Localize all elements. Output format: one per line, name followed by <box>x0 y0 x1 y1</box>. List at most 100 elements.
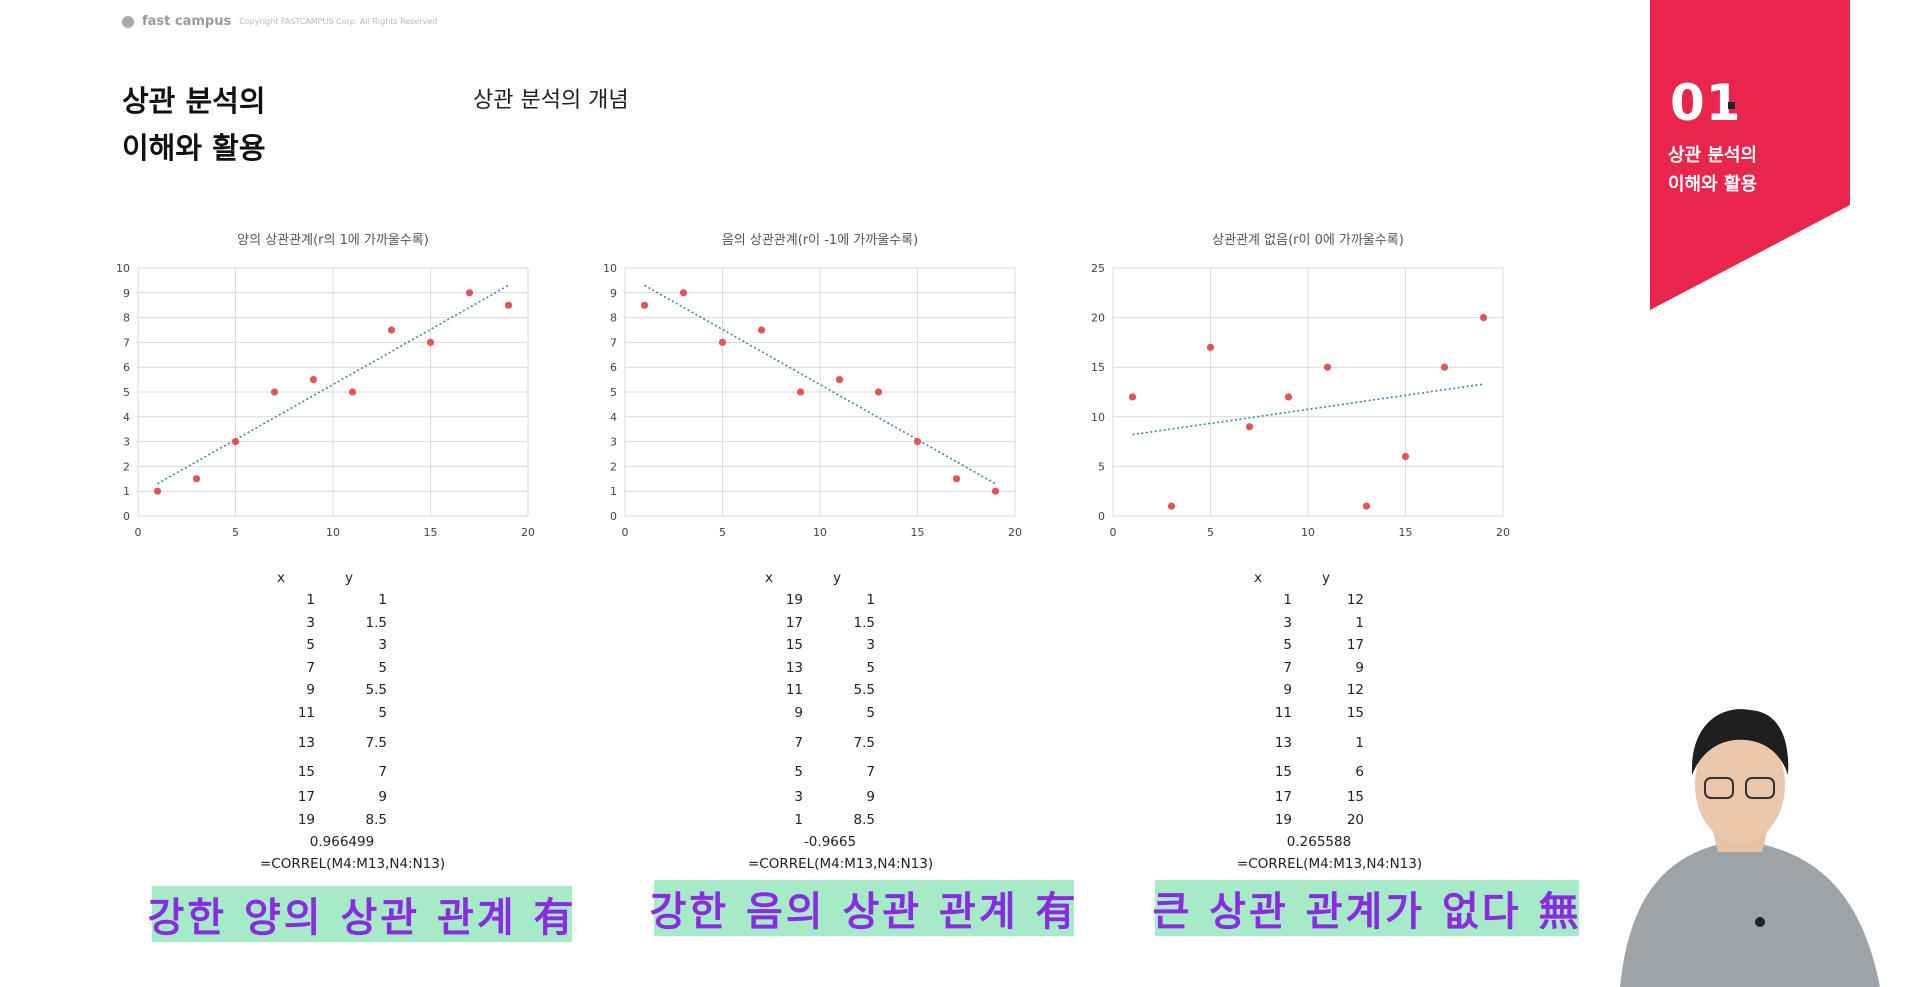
chart-no-correlation: 상관관계 없음(r이 0에 가까울수록) 0 5 10 15 20 25 0 5 10 15 20 <box>1091 233 1510 539</box>
data-point <box>952 475 961 483</box>
data-point <box>679 289 688 297</box>
table-cell-x: 5 <box>1283 637 1292 653</box>
table-cell-y: 1 <box>866 592 875 608</box>
table-cell-y: 1 <box>1355 735 1364 751</box>
chart-title: 상관관계 없음(r이 0에 가까울수록) <box>1212 233 1404 248</box>
data-point <box>1284 393 1293 401</box>
table-cell-x: 9 <box>794 705 803 721</box>
table-cell-x: 13 <box>297 735 315 751</box>
table-cell-y: 6 <box>1355 764 1364 780</box>
caption-none: 큰 상관 관계가 없다 無 <box>1152 880 1579 936</box>
table-cell-x: 9 <box>306 682 315 698</box>
y-tick-label: 25 <box>1091 262 1105 275</box>
table-cell-y: 7 <box>866 764 875 780</box>
table-cell-y: 20 <box>1346 812 1364 828</box>
table-cell-x: 1 <box>794 812 803 828</box>
table-cell-x: 3 <box>794 789 803 805</box>
table-cell-x: 15 <box>1274 764 1292 780</box>
y-tick-label: 6 <box>610 361 617 374</box>
x-tick-label: 10 <box>326 526 340 539</box>
data-point <box>718 338 727 346</box>
table-cell-y: 1.5 <box>365 615 387 631</box>
y-tick-label: 10 <box>1091 411 1105 424</box>
x-tick-label: 20 <box>521 526 535 539</box>
y-tick-label: 9 <box>123 287 130 300</box>
caption-negative: 강한 음의 상관 관계 有 <box>649 880 1076 936</box>
table-cell-y: 17 <box>1346 637 1364 653</box>
table-cell-y: 7.5 <box>853 735 875 751</box>
table-cell-y: 7.5 <box>365 735 387 751</box>
presenter-glasses-right <box>1745 777 1775 799</box>
table-cell-x: 3 <box>1283 615 1292 631</box>
data-point <box>192 475 201 483</box>
table-cell-x: 15 <box>297 764 315 780</box>
table-cell-y: 9 <box>866 789 875 805</box>
x-tick-label: 0 <box>622 526 629 539</box>
data-point <box>1479 314 1488 322</box>
data-point <box>387 326 396 334</box>
table-cell-y: 1 <box>1355 615 1364 631</box>
y-tick-label: 5 <box>610 386 617 399</box>
y-tick-label: 5 <box>1098 460 1105 473</box>
presenter-hair <box>1691 709 1789 775</box>
table-cell-x: 17 <box>785 615 803 631</box>
table-cell-x: 19 <box>785 592 803 608</box>
table-cell-x: 1 <box>306 592 315 608</box>
presenter-video <box>1590 680 1920 987</box>
chapter-number-dot <box>1728 102 1735 109</box>
data-point <box>153 487 162 495</box>
y-tick-label: 4 <box>123 411 130 424</box>
page-title-line1: 상관 분석의 <box>122 84 266 118</box>
page-subtitle: 상관 분석의 개념 <box>473 88 629 113</box>
y-tick-label: 15 <box>1091 361 1105 374</box>
data-point <box>757 326 766 334</box>
table-cell-y: 1.5 <box>853 615 875 631</box>
table-cell-x: 3 <box>306 615 315 631</box>
table-cell-y: 7 <box>378 764 387 780</box>
x-tick-label: 20 <box>1496 526 1510 539</box>
table-cell-y: 15 <box>1346 789 1364 805</box>
x-tick-label: 15 <box>1399 526 1413 539</box>
table-cell-x: 13 <box>785 660 803 676</box>
data-point <box>270 388 279 396</box>
data-point <box>465 289 474 297</box>
x-tick-label: 20 <box>1008 526 1022 539</box>
presenter-face <box>1695 727 1785 843</box>
y-tick-label: 3 <box>123 436 130 449</box>
page-title-line2: 이해와 활용 <box>122 131 266 165</box>
logo-icon <box>122 15 134 28</box>
table-cell-x: 7 <box>794 735 803 751</box>
table-cell-x: 15 <box>785 637 803 653</box>
data-point <box>913 438 922 446</box>
chapter-label-line1: 상관 분석의 <box>1668 145 1758 166</box>
table-cell-y: 1 <box>378 592 387 608</box>
data-point <box>309 376 318 384</box>
page-title: 상관 분석의 이해와 활용 <box>122 78 266 172</box>
chart-positive-correlation: 양의 상관관계(r의 1에 가까울수록) 0 1 2 3 4 5 6 7 8 9 10 0 5 10 15 20 <box>116 233 535 539</box>
data-point <box>1245 423 1254 431</box>
column-header-x: x <box>277 570 285 586</box>
table-cell-y: 9 <box>1355 660 1364 676</box>
data-point <box>504 301 513 309</box>
chart-title: 양의 상관관계(r의 1에 가까울수록) <box>237 233 429 248</box>
table-cell-x: 5 <box>306 637 315 653</box>
correl-formula: =CORREL(M4:M13,N4:N13) <box>260 856 446 872</box>
y-tick-label: 10 <box>116 262 130 275</box>
y-tick-label: 0 <box>1098 510 1105 523</box>
column-header-y: y <box>1322 570 1330 586</box>
fastcampus-logo: fast campus Copyright FASTCAMPUS Corp. A… <box>122 14 437 29</box>
table-cell-x: 1 <box>1283 592 1292 608</box>
x-tick-label: 5 <box>232 526 239 539</box>
table-cell-x: 5 <box>794 764 803 780</box>
x-tick-label: 10 <box>1301 526 1315 539</box>
x-tick-label: 0 <box>135 526 142 539</box>
table-cell-y: 5 <box>378 660 387 676</box>
presenter-glasses-left <box>1704 777 1734 799</box>
data-point <box>796 388 805 396</box>
x-tick-label: 15 <box>911 526 925 539</box>
table-cell-y: 5.5 <box>365 682 387 698</box>
x-tick-label: 5 <box>1207 526 1214 539</box>
data-point <box>426 338 435 346</box>
y-tick-label: 3 <box>610 436 617 449</box>
data-point <box>1206 343 1215 351</box>
